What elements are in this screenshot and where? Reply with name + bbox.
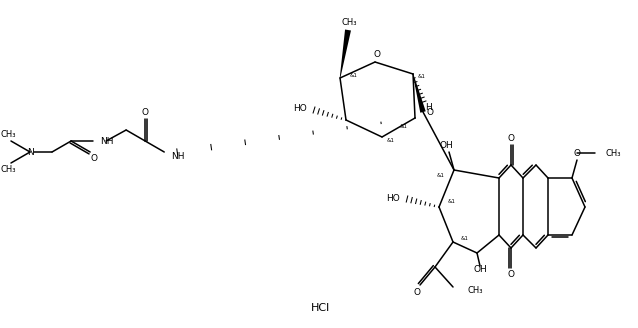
Text: O: O bbox=[427, 108, 433, 116]
Text: CH₃: CH₃ bbox=[341, 17, 357, 27]
Text: CH₃: CH₃ bbox=[0, 166, 16, 174]
Text: CH₃: CH₃ bbox=[0, 130, 16, 138]
Text: &1: &1 bbox=[399, 124, 407, 129]
Text: H: H bbox=[425, 103, 431, 112]
Polygon shape bbox=[339, 30, 351, 78]
Polygon shape bbox=[413, 74, 426, 113]
Text: O: O bbox=[413, 289, 420, 297]
Text: &1: &1 bbox=[436, 174, 444, 178]
Text: &1: &1 bbox=[448, 199, 456, 204]
Text: NH: NH bbox=[100, 136, 114, 146]
Text: O: O bbox=[373, 50, 380, 58]
Text: CH₃: CH₃ bbox=[605, 149, 621, 157]
Text: NH: NH bbox=[171, 152, 185, 160]
Text: OH: OH bbox=[473, 265, 487, 275]
Text: CH₃: CH₃ bbox=[467, 286, 482, 296]
Text: O: O bbox=[142, 108, 149, 116]
Text: OH: OH bbox=[439, 140, 453, 150]
Text: &1: &1 bbox=[350, 72, 358, 77]
Text: O: O bbox=[507, 271, 514, 279]
Text: HO: HO bbox=[386, 195, 400, 203]
Text: O: O bbox=[574, 149, 581, 157]
Text: &1: &1 bbox=[387, 137, 395, 142]
Text: &1: &1 bbox=[461, 236, 469, 241]
Text: HCl: HCl bbox=[311, 303, 330, 313]
Text: &1: &1 bbox=[418, 73, 426, 78]
Text: N: N bbox=[27, 148, 33, 156]
Text: HO: HO bbox=[293, 104, 307, 113]
Text: O: O bbox=[91, 154, 98, 162]
Text: O: O bbox=[507, 133, 514, 142]
